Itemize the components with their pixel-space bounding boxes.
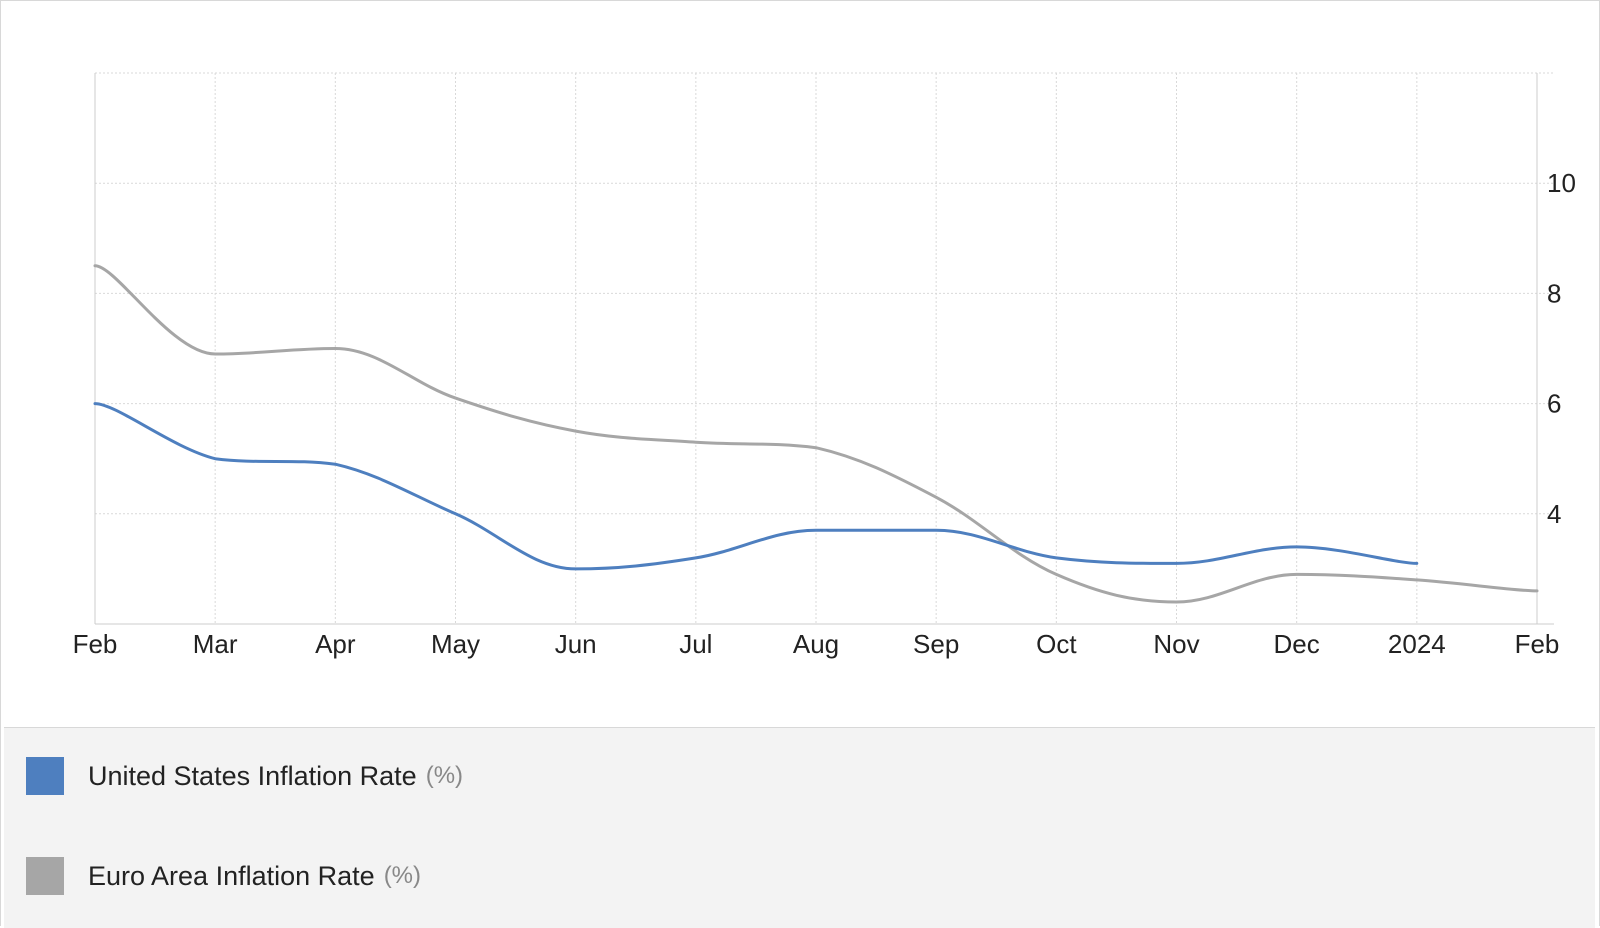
- line-chart: Feb Mar Apr May Jun Jul Aug Sep Oct Nov Dec 2024 Feb…: [73, 72, 1576, 659]
- axes: [94, 73, 1554, 625]
- x-axis-tick-labels: Feb Mar Apr May Jun Jul Aug Sep Oct Nov Dec 2024 Feb: [73, 629, 1560, 659]
- x-tick-label: Nov: [1153, 629, 1199, 659]
- x-tick-label: Mar: [193, 629, 238, 659]
- x-tick-label: Dec: [1274, 629, 1320, 659]
- y-tick-label: 4: [1547, 499, 1561, 529]
- y-tick-label: 8: [1547, 278, 1561, 308]
- x-tick-label: Feb: [1515, 629, 1560, 659]
- legend-item-us-inflation[interactable]: United States Inflation Rate (%): [26, 756, 463, 796]
- euro-series-swatch: [26, 857, 64, 895]
- legend-label-euro: Euro Area Inflation Rate: [88, 860, 375, 891]
- grid: [94, 72, 1554, 624]
- x-tick-label: Jul: [679, 629, 712, 659]
- legend-unit-us: (%): [425, 762, 464, 789]
- x-tick-label: Apr: [315, 629, 356, 659]
- x-tick-label: Aug: [793, 629, 839, 659]
- legend: United States Inflation Rate (%) Euro Ar…: [4, 727, 1595, 928]
- x-tick-label: Feb: [73, 629, 118, 659]
- series-lines: [93, 264, 1539, 604]
- x-tick-label: Jun: [555, 629, 597, 659]
- legend-unit-euro: (%): [383, 862, 422, 889]
- legend-item-euro-inflation[interactable]: Euro Area Inflation Rate (%): [26, 856, 421, 896]
- us-series-swatch: [26, 757, 64, 795]
- y-tick-label: 10: [1547, 168, 1576, 198]
- x-tick-label: Oct: [1036, 629, 1077, 659]
- y-tick-label: 6: [1547, 389, 1561, 419]
- x-tick-label: Sep: [913, 629, 959, 659]
- series-line-euro-area-inflation-rate[interactable]: [93, 264, 1539, 604]
- y-axis-tick-labels: 4 6 8 10: [1547, 168, 1576, 529]
- legend-label-us: United States Inflation Rate: [88, 760, 417, 791]
- x-tick-label: 2024: [1388, 629, 1446, 659]
- x-tick-label: May: [431, 629, 480, 659]
- series-line-united-states-inflation-rate[interactable]: [93, 402, 1419, 571]
